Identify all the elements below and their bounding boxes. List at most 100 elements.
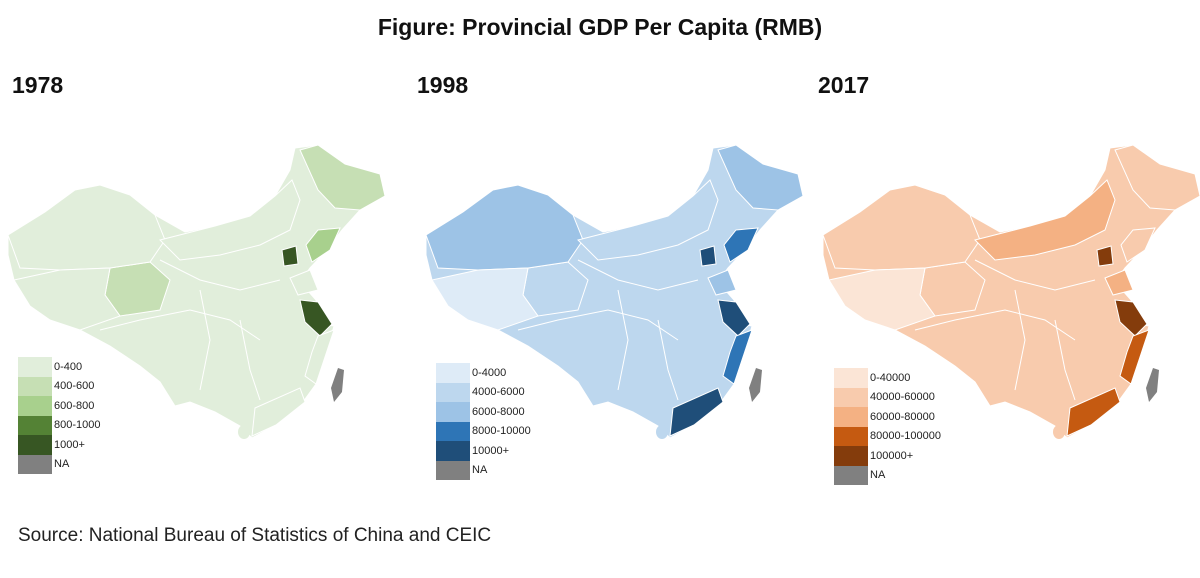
province-region [159, 179, 301, 261]
province-border [914, 309, 1076, 341]
province-region [1066, 387, 1121, 437]
taiwan-na-region [331, 368, 344, 402]
legend-label: 60000-80000 [870, 410, 935, 423]
legend-label: 0-40000 [870, 371, 911, 384]
province-region [723, 227, 759, 263]
legend-swatch [436, 363, 470, 383]
province-region [7, 184, 166, 271]
legend-swatch [834, 368, 868, 388]
legend-item: 400-600 [18, 376, 101, 396]
legend-label: NA [870, 469, 886, 482]
legend-swatch [436, 382, 470, 402]
province-border [577, 259, 699, 291]
legend-swatch [834, 446, 868, 466]
china-map-1978 [7, 144, 386, 439]
province-border [617, 289, 629, 391]
legend-label: 10000+ [472, 444, 510, 457]
province-region [974, 179, 1116, 261]
legend-swatch [18, 435, 52, 455]
legend-item: 0-40000 [834, 368, 941, 388]
province-region [305, 227, 341, 263]
legend-label: 8000-10000 [472, 425, 531, 438]
province-region [828, 267, 936, 331]
province-region [1104, 269, 1134, 296]
hainan-island [656, 425, 668, 439]
province-region [1096, 245, 1114, 267]
legend-swatch [834, 407, 868, 427]
legend-label: 0-400 [54, 360, 83, 373]
province-region [13, 267, 121, 331]
legend-swatch [436, 421, 470, 441]
province-region [431, 267, 539, 331]
province-border [657, 319, 679, 401]
legend-item: 1000+ [18, 435, 101, 455]
hainan-island [1053, 425, 1065, 439]
legend-item: 100000+ [834, 446, 941, 466]
legend-swatch [18, 357, 52, 377]
legend-item: 40000-60000 [834, 387, 941, 407]
taiwan-na-region [1146, 368, 1159, 402]
year-label-1998: 1998 [417, 72, 469, 98]
legend-swatch [18, 376, 52, 396]
legend-swatch [834, 426, 868, 446]
province-region [304, 329, 335, 385]
province-region [707, 269, 737, 296]
legend-item: 800-1000 [18, 415, 101, 435]
province-region [1120, 227, 1156, 263]
province-region [722, 329, 753, 385]
legend-2017: 0-40000 40000-60000 60000-80000 80000-10000… [834, 368, 941, 485]
legend-item: NA [18, 454, 101, 474]
province-border [1054, 319, 1076, 401]
province-region [717, 144, 804, 211]
legend-item: 0-4000 [436, 363, 531, 383]
province-border [1014, 289, 1026, 391]
legend-label: NA [472, 464, 488, 477]
legend-item: 10000+ [436, 441, 531, 461]
legend-item: 8000-10000 [436, 421, 531, 441]
legend-swatch [436, 441, 470, 461]
legend-item: 6000-8000 [436, 402, 531, 422]
province-region [1114, 144, 1200, 211]
legend-label: 80000-100000 [870, 430, 941, 443]
legend-label: 100000+ [870, 449, 914, 462]
china-map-1998 [425, 144, 804, 439]
province-region [299, 144, 386, 211]
legend-label: 4000-6000 [472, 386, 525, 399]
legend-label: 40000-60000 [870, 391, 935, 404]
province-region [577, 179, 719, 261]
year-label-1978: 1978 [12, 72, 64, 98]
province-border [239, 319, 261, 401]
province-region [699, 245, 717, 267]
province-border [517, 309, 679, 341]
legend-item: NA [436, 460, 531, 480]
legend-item: 60000-80000 [834, 407, 941, 427]
china-map-2017 [822, 144, 1200, 439]
hainan-island [238, 425, 250, 439]
province-region [299, 299, 333, 337]
province-border [974, 259, 1096, 291]
legend-label: 800-1000 [54, 419, 101, 432]
legend-swatch [436, 460, 470, 480]
province-region [425, 184, 584, 271]
year-label-2017: 2017 [818, 72, 870, 98]
province-region [289, 269, 319, 296]
province-region [717, 299, 751, 337]
legend-label: 400-600 [54, 380, 95, 393]
province-region [1119, 329, 1150, 385]
legend-item: 0-400 [18, 357, 101, 377]
legend-item: 80000-100000 [834, 426, 941, 446]
legend-swatch [18, 454, 52, 474]
legend-swatch [436, 402, 470, 422]
province-region [281, 245, 299, 267]
legend-label: 0-4000 [472, 366, 507, 379]
taiwan-na-region [749, 368, 762, 402]
source-note: Source: National Bureau of Statistics of… [18, 525, 492, 546]
province-region [251, 387, 306, 437]
legend-1998: 0-4000 4000-6000 6000-8000 8000-10000 10000+… [436, 363, 531, 480]
legend-item: 4000-6000 [436, 382, 531, 402]
legend-label: 1000+ [54, 438, 85, 451]
province-border [159, 259, 281, 291]
legend-swatch [834, 387, 868, 407]
legend-item: 600-800 [18, 396, 101, 416]
